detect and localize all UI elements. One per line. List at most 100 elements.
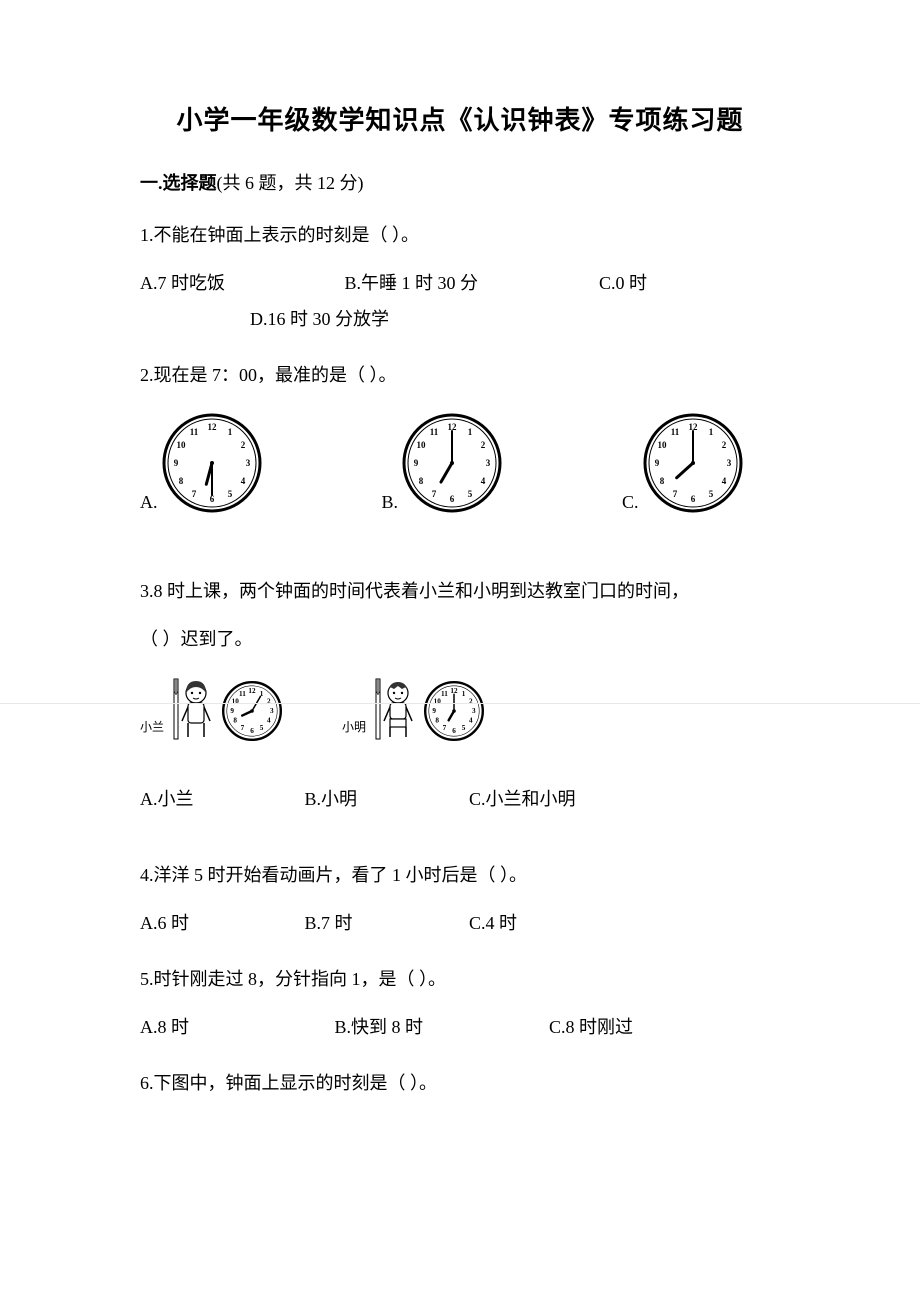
q4-opt-b: B.7 时 (305, 905, 465, 941)
svg-text:1: 1 (468, 427, 473, 437)
kid-icon (172, 677, 216, 741)
svg-text:12: 12 (207, 422, 217, 432)
svg-text:7: 7 (443, 724, 447, 732)
clock-icon: 1212 345 678 91011 (643, 413, 743, 513)
q5-opt-a: A.8 时 (140, 1009, 330, 1045)
svg-text:2: 2 (267, 697, 271, 705)
svg-text:8: 8 (419, 476, 424, 486)
svg-text:2: 2 (721, 440, 726, 450)
svg-text:11: 11 (189, 427, 198, 437)
q4-text: 4.洋洋 5 时开始看动画片，看了 1 小时后是（ ）。 (140, 857, 780, 893)
q1-text: 1.不能在钟面上表示的时刻是（ ）。 (140, 217, 780, 253)
svg-text:9: 9 (230, 707, 234, 715)
svg-text:2: 2 (469, 697, 473, 705)
svg-text:4: 4 (267, 717, 271, 725)
svg-text:9: 9 (432, 707, 436, 715)
page-title: 小学一年级数学知识点《认识钟表》专项练习题 (140, 100, 780, 137)
svg-text:3: 3 (726, 458, 731, 468)
q3-fig-a: 小兰 1212 345 678 (140, 677, 282, 741)
q3-text: 3.8 时上课，两个钟面的时间代表着小兰和小明到达教室门口的时间， (140, 573, 780, 609)
kid-icon (374, 677, 418, 741)
svg-text:2: 2 (240, 440, 245, 450)
q3-opt-a: A.小兰 (140, 781, 300, 817)
q2-opt-a: A. 1212 345 678 91011 (140, 413, 262, 513)
q3-opt-c: C.小兰和小明 (469, 781, 576, 817)
svg-text:6: 6 (690, 494, 695, 504)
q5-opt-c: C.8 时刚过 (549, 1009, 633, 1045)
clock-icon: 1212 345 678 91011 (424, 681, 484, 741)
svg-text:9: 9 (414, 458, 419, 468)
svg-text:9: 9 (654, 458, 659, 468)
q1-opt-c: C.0 时 (599, 265, 647, 301)
svg-text:11: 11 (430, 427, 439, 437)
q2-clocks: A. 1212 345 678 91011 (140, 413, 780, 513)
clock-icon: 1212 345 678 91011 (222, 681, 282, 741)
q3-kid-b-label: 小明 (342, 718, 366, 735)
svg-text:5: 5 (468, 489, 473, 499)
svg-text:8: 8 (233, 717, 237, 725)
svg-text:7: 7 (191, 489, 196, 499)
q1-opt-d: D.16 时 30 分放学 (250, 301, 389, 337)
q3-fig-b: 小明 1212 345 67 (342, 677, 484, 741)
q3-figures: 小兰 1212 345 678 (140, 677, 780, 741)
svg-text:9: 9 (173, 458, 178, 468)
svg-text:7: 7 (241, 724, 245, 732)
clock-icon: 1212 345 678 91011 (162, 413, 262, 513)
svg-text:11: 11 (239, 690, 246, 698)
q3-kid-a-label: 小兰 (140, 718, 164, 735)
q4-options: A.6 时 B.7 时 C.4 时 (140, 905, 780, 941)
svg-text:8: 8 (178, 476, 183, 486)
svg-text:7: 7 (672, 489, 677, 499)
svg-text:5: 5 (260, 724, 264, 732)
svg-text:8: 8 (659, 476, 664, 486)
svg-text:4: 4 (481, 476, 486, 486)
q1-opt-a: A.7 时吃饭 (140, 265, 340, 301)
clock-icon: 1212 345 678 91011 (402, 413, 502, 513)
q1-options: A.7 时吃饭 B.午睡 1 时 30 分 C.0 时 D.16 时 30 分放… (140, 265, 780, 337)
svg-text:4: 4 (469, 717, 473, 725)
q4-opt-c: C.4 时 (469, 905, 517, 941)
svg-text:10: 10 (417, 440, 427, 450)
q2-opt-b: B. 1212 345 678 91011 (382, 413, 503, 513)
svg-text:5: 5 (462, 724, 466, 732)
q1-opt-b: B.午睡 1 时 30 分 (345, 265, 595, 301)
svg-text:11: 11 (670, 427, 679, 437)
svg-text:1: 1 (708, 427, 713, 437)
section-1-header: 一.选择题(共 6 题，共 12 分) (140, 169, 780, 195)
svg-text:6: 6 (450, 494, 455, 504)
q3-options: A.小兰 B.小明 C.小兰和小明 (140, 781, 780, 817)
q3-opt-b: B.小明 (305, 781, 465, 817)
svg-text:6: 6 (250, 727, 254, 735)
section-1-prefix: 一.选择题 (140, 173, 217, 193)
svg-text:8: 8 (435, 717, 439, 725)
svg-text:1: 1 (227, 427, 232, 437)
svg-text:5: 5 (227, 489, 232, 499)
svg-text:12: 12 (248, 687, 256, 695)
svg-text:10: 10 (232, 697, 240, 705)
q2-opt-a-label: A. (140, 492, 158, 513)
svg-text:5: 5 (708, 489, 713, 499)
svg-text:10: 10 (434, 697, 442, 705)
q5-options: A.8 时 B.快到 8 时 C.8 时刚过 (140, 1009, 780, 1045)
q3-text2: （ ）迟到了。 (140, 621, 780, 657)
q6-text: 6.下图中，钟面上显示的时刻是（ ）。 (140, 1065, 780, 1101)
q2-opt-c: C. 1212 345 678 91011 (622, 413, 743, 513)
svg-text:11: 11 (441, 690, 448, 698)
svg-text:2: 2 (481, 440, 486, 450)
q2-text: 2.现在是 7：00，最准的是（ ）。 (140, 357, 780, 393)
svg-text:4: 4 (721, 476, 726, 486)
svg-text:4: 4 (240, 476, 245, 486)
svg-text:6: 6 (452, 727, 456, 735)
q2-opt-b-label: B. (382, 492, 399, 513)
svg-text:3: 3 (472, 707, 476, 715)
page-divider (0, 703, 920, 704)
q2-opt-c-label: C. (622, 492, 639, 513)
svg-text:10: 10 (657, 440, 667, 450)
svg-text:1: 1 (462, 690, 466, 698)
svg-text:3: 3 (245, 458, 250, 468)
svg-text:3: 3 (270, 707, 274, 715)
q5-opt-b: B.快到 8 时 (335, 1009, 545, 1045)
svg-text:10: 10 (176, 440, 186, 450)
section-1-rest: (共 6 题，共 12 分) (217, 173, 364, 193)
q4-opt-a: A.6 时 (140, 905, 300, 941)
